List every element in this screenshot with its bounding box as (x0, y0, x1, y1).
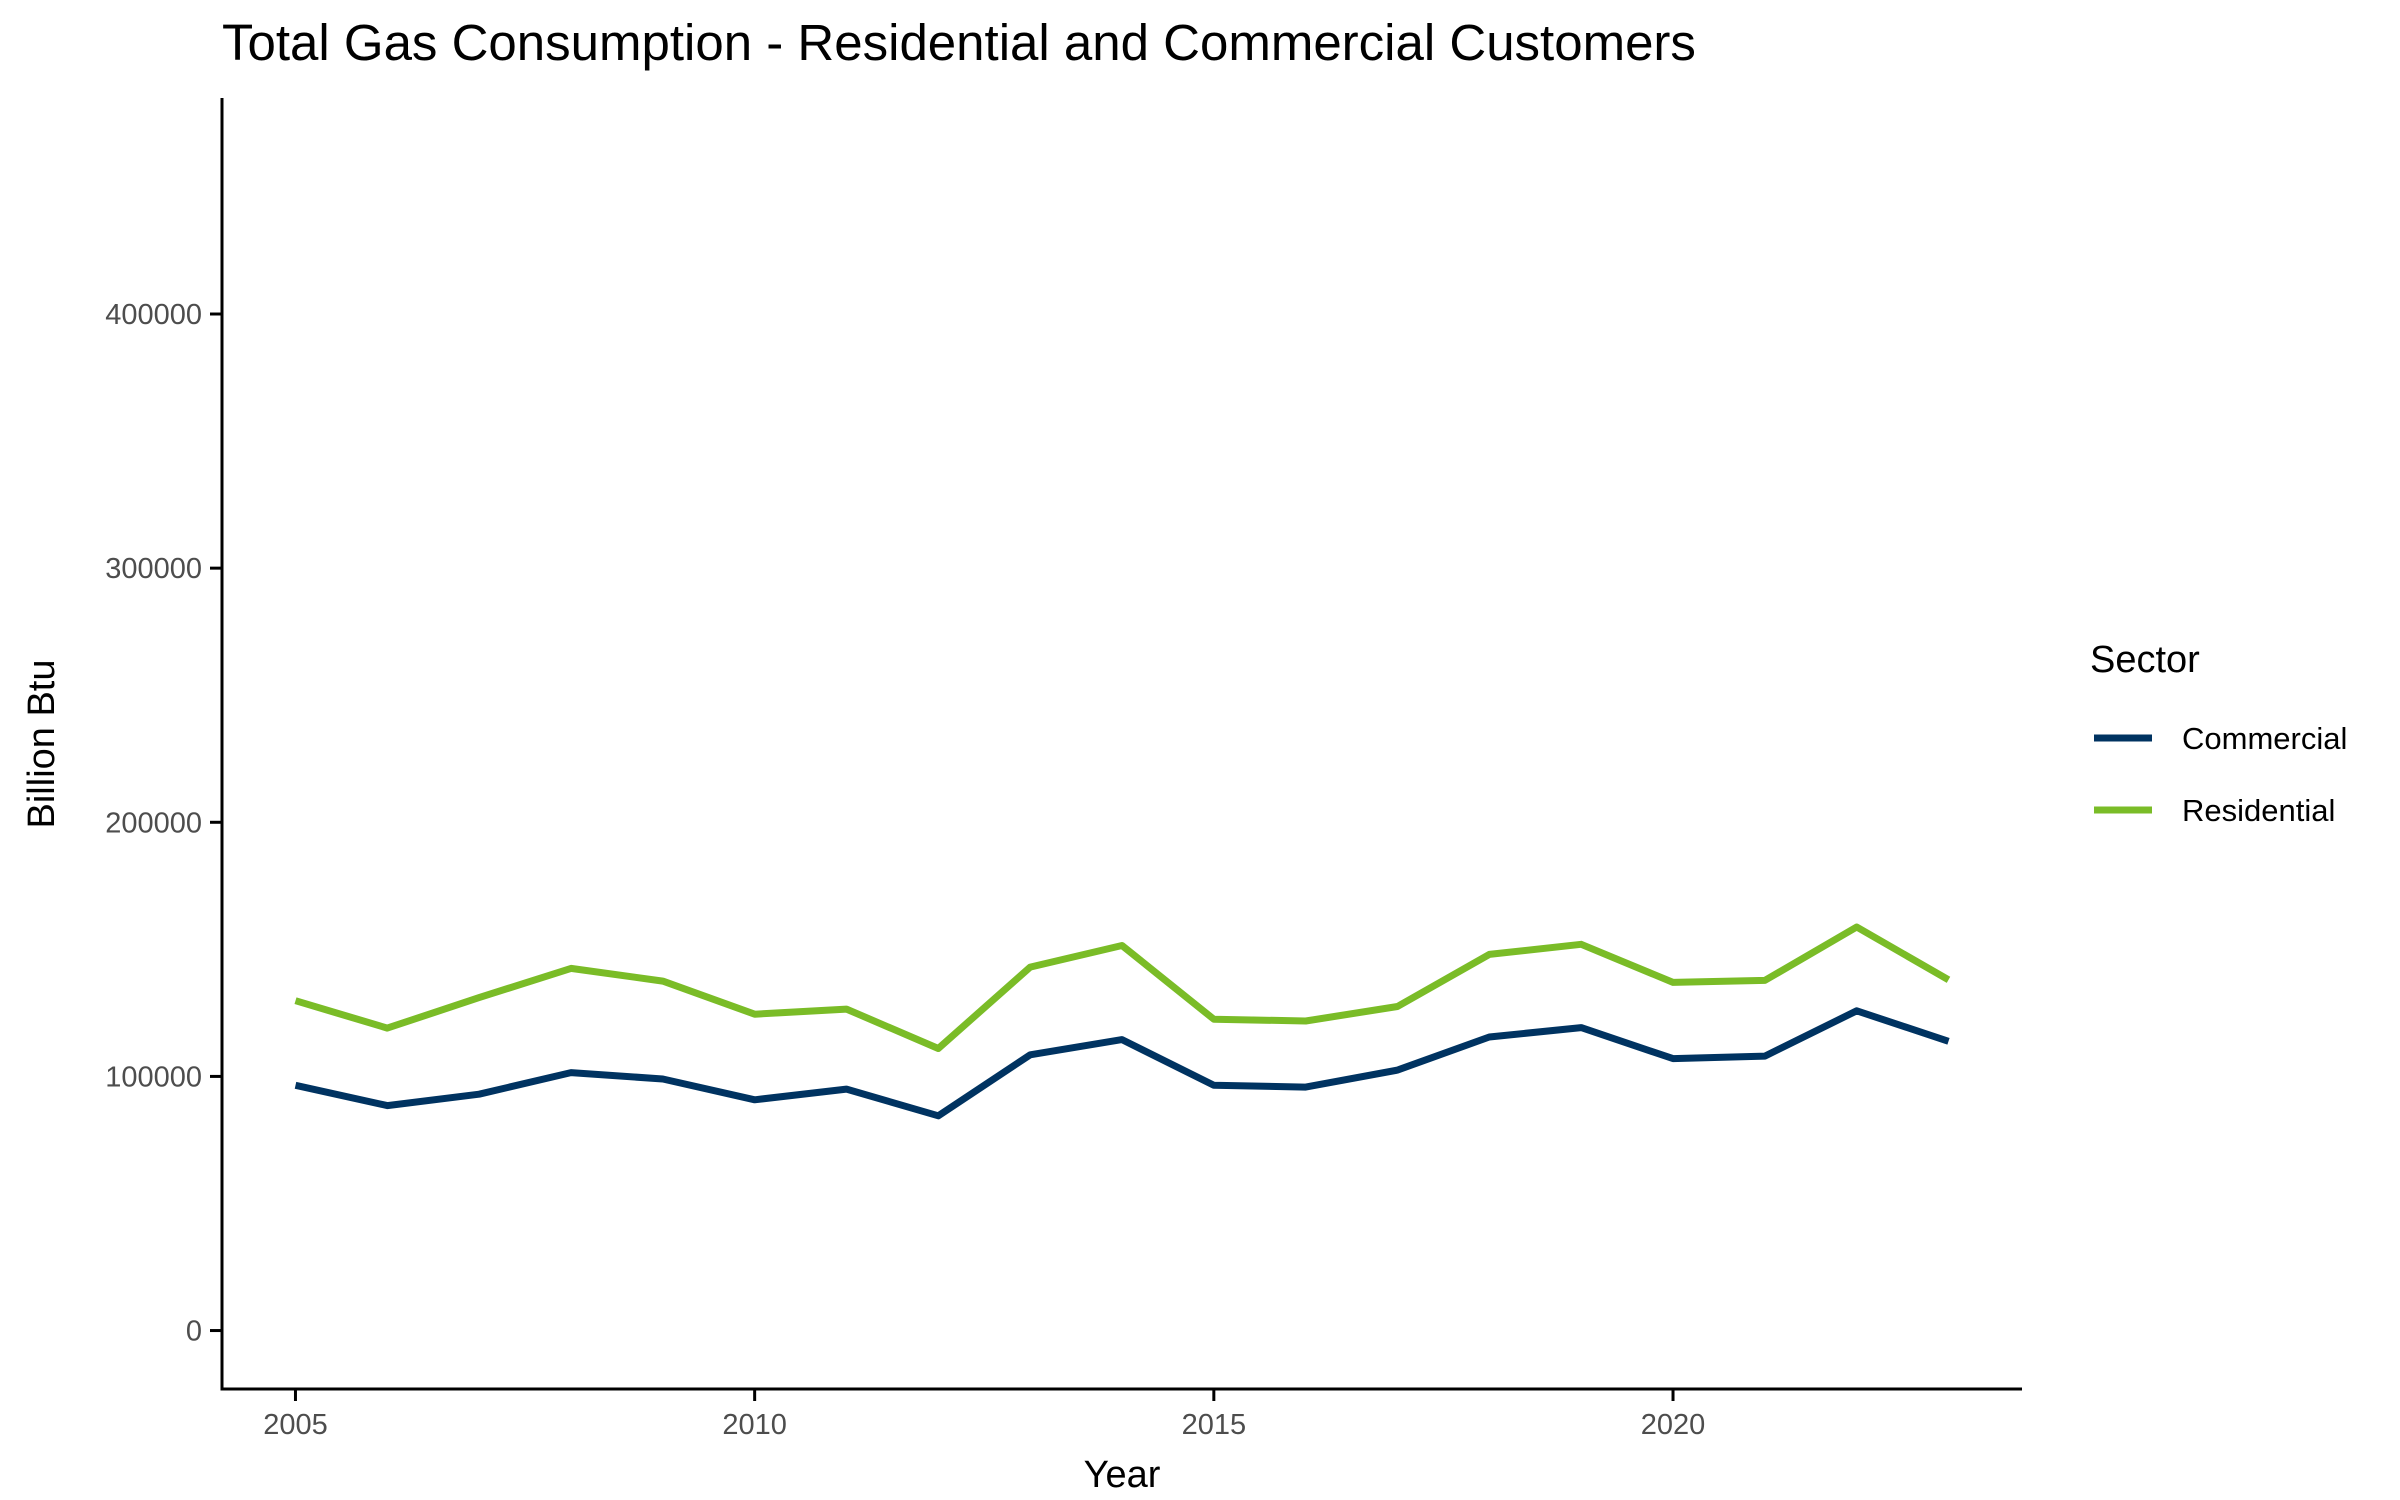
y-axis-ticks: 0 100000 200000 300000 400000 (105, 299, 222, 1348)
y-tick-label: 400000 (105, 299, 202, 331)
y-axis-title: Billion Btu (21, 660, 63, 829)
y-tick-label: 300000 (105, 553, 202, 585)
legend-label-commercial: Commercial (2182, 721, 2347, 756)
legend-label-residential: Residential (2182, 793, 2335, 828)
x-axis-title: Year (1084, 1454, 1161, 1496)
y-tick-label: 100000 (105, 1061, 202, 1093)
series-line-residential (294, 923, 1951, 1052)
legend: Sector Commercial Residential (2090, 639, 2347, 828)
y-tick-label: 0 (186, 1316, 202, 1348)
legend-title: Sector (2090, 639, 2200, 681)
x-axis-ticks: 2005 2010 2015 2020 (263, 1389, 1705, 1441)
series-layer (294, 923, 1951, 1120)
x-tick-label: 2010 (722, 1409, 787, 1441)
x-tick-label: 2015 (1182, 1409, 1247, 1441)
y-tick-label: 200000 (105, 807, 202, 839)
x-tick-label: 2005 (263, 1409, 328, 1441)
x-tick-label: 2020 (1641, 1409, 1706, 1441)
chart-title: Total Gas Consumption - Residential and … (222, 14, 1696, 71)
series-line-commercial (294, 1007, 1950, 1120)
